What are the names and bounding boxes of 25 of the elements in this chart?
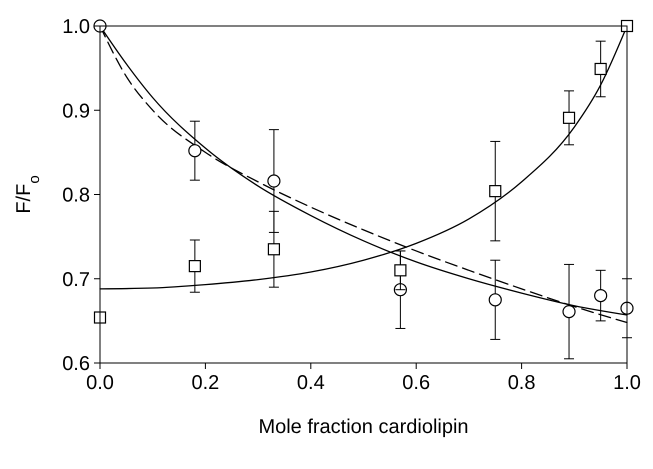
- point: [394, 264, 406, 276]
- point: [489, 185, 502, 198]
- x-tick-label: 0.8: [508, 372, 536, 394]
- x-tick-label: 0.4: [296, 372, 325, 394]
- point: [188, 260, 201, 272]
- point: [620, 302, 634, 315]
- y-tick-label: 1.0: [62, 16, 90, 38]
- x-tick-label: 0.2: [191, 372, 220, 394]
- y-tick-label: 0.8: [62, 184, 90, 206]
- point: [594, 62, 607, 76]
- x-tick-label: 0.6: [402, 372, 430, 394]
- point: [188, 144, 202, 158]
- point: [268, 243, 280, 256]
- y-tick-label: 0.6: [62, 353, 90, 375]
- point: [562, 305, 576, 318]
- x-tick-label: 1.0: [613, 372, 641, 394]
- x-tick-label: 0.0: [86, 372, 114, 394]
- y-tick-label: 0.7: [62, 268, 90, 291]
- point: [267, 174, 281, 188]
- point: [93, 19, 107, 33]
- point: [562, 112, 576, 124]
- point: [488, 293, 502, 306]
- x-axis-title: Mole fraction cardiolipin: [258, 416, 469, 438]
- point: [594, 289, 608, 302]
- y-tick-label: 0.9: [62, 100, 90, 122]
